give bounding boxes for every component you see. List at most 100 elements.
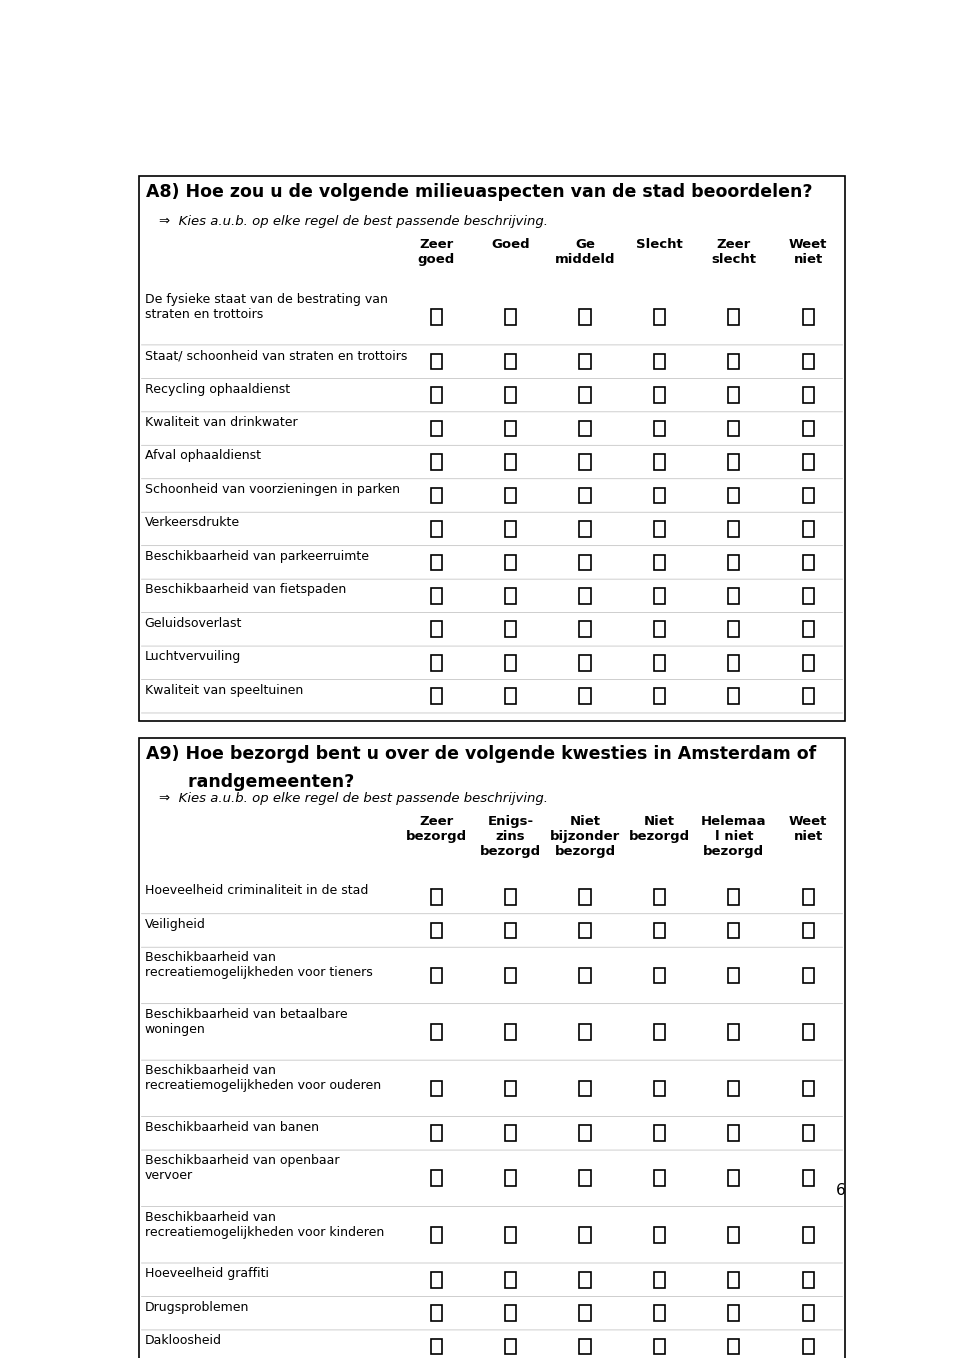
Text: Ge
middeld: Ge middeld: [555, 238, 615, 266]
Bar: [654, 1024, 665, 1040]
Bar: [580, 655, 590, 671]
Bar: [138, 175, 846, 721]
Bar: [505, 1305, 516, 1321]
Bar: [431, 308, 442, 325]
Text: Beschikbaarheid van parkeerruimte: Beschikbaarheid van parkeerruimte: [145, 550, 369, 562]
Text: Staat/ schoonheid van straten en trottoirs: Staat/ schoonheid van straten en trottoi…: [145, 349, 407, 363]
Bar: [803, 655, 814, 671]
Text: Slecht: Slecht: [636, 238, 683, 251]
Text: Niet
bijzonder
bezorgd: Niet bijzonder bezorgd: [550, 815, 620, 858]
Bar: [803, 554, 814, 570]
Bar: [580, 308, 590, 325]
Text: Zeer
goed: Zeer goed: [418, 238, 455, 266]
Bar: [580, 1339, 590, 1354]
Bar: [431, 588, 442, 604]
Bar: [580, 354, 590, 369]
Bar: [654, 308, 665, 325]
Bar: [654, 1081, 665, 1096]
Bar: [729, 1171, 739, 1186]
Bar: [431, 622, 442, 637]
Bar: [505, 622, 516, 637]
Text: Weet
niet: Weet niet: [789, 238, 828, 266]
Text: Goed: Goed: [492, 238, 530, 251]
Bar: [580, 689, 590, 703]
Bar: [505, 354, 516, 369]
Bar: [654, 689, 665, 703]
Text: A9) Hoe bezorgd bent u over de volgende kwesties in Amsterdam of: A9) Hoe bezorgd bent u over de volgende …: [146, 746, 816, 763]
Bar: [654, 1126, 665, 1141]
Bar: [431, 1081, 442, 1096]
Bar: [431, 521, 442, 536]
Text: Beschikbaarheid van
recreatiemogelijkheden voor tieners: Beschikbaarheid van recreatiemogelijkhed…: [145, 952, 372, 979]
Text: Beschikbaarheid van betaalbare
woningen: Beschikbaarheid van betaalbare woningen: [145, 1008, 348, 1036]
Bar: [505, 1171, 516, 1186]
Bar: [431, 655, 442, 671]
Bar: [729, 622, 739, 637]
Bar: [505, 387, 516, 403]
Bar: [803, 889, 814, 904]
Bar: [431, 922, 442, 938]
Bar: [803, 354, 814, 369]
Bar: [505, 889, 516, 904]
Bar: [654, 554, 665, 570]
Bar: [580, 1226, 590, 1243]
Bar: [431, 889, 442, 904]
Text: Beschikbaarheid van
recreatiemogelijkheden voor ouderen: Beschikbaarheid van recreatiemogelijkhed…: [145, 1065, 381, 1092]
Bar: [431, 968, 442, 983]
Bar: [729, 521, 739, 536]
Bar: [729, 968, 739, 983]
Text: randgemeenten?: randgemeenten?: [146, 773, 354, 790]
Bar: [803, 968, 814, 983]
Text: Niet
bezorgd: Niet bezorgd: [629, 815, 690, 843]
Bar: [729, 1272, 739, 1287]
Bar: [580, 588, 590, 604]
Text: Beschikbaarheid van openbaar
vervoer: Beschikbaarheid van openbaar vervoer: [145, 1154, 339, 1183]
Bar: [803, 622, 814, 637]
Text: Zeer
slecht: Zeer slecht: [711, 238, 756, 266]
Bar: [729, 488, 739, 504]
Bar: [505, 454, 516, 470]
Bar: [803, 488, 814, 504]
Text: Helemaa
l niet
bezorgd: Helemaa l niet bezorgd: [701, 815, 766, 858]
Bar: [654, 922, 665, 938]
Bar: [803, 1024, 814, 1040]
Bar: [654, 968, 665, 983]
Bar: [729, 1081, 739, 1096]
Bar: [580, 454, 590, 470]
Bar: [654, 421, 665, 436]
Bar: [505, 554, 516, 570]
Bar: [505, 655, 516, 671]
Bar: [654, 1226, 665, 1243]
Bar: [729, 655, 739, 671]
Text: ⇒  Kies a.u.b. op elke regel de best passende beschrijving.: ⇒ Kies a.u.b. op elke regel de best pass…: [159, 793, 548, 805]
Bar: [729, 689, 739, 703]
Text: Verkeersdrukte: Verkeersdrukte: [145, 516, 240, 530]
Bar: [654, 387, 665, 403]
Bar: [729, 421, 739, 436]
Bar: [505, 1339, 516, 1354]
Text: Drugsproblemen: Drugsproblemen: [145, 1301, 249, 1313]
Bar: [505, 1226, 516, 1243]
Bar: [729, 922, 739, 938]
Bar: [580, 1305, 590, 1321]
Bar: [654, 1339, 665, 1354]
Bar: [138, 739, 846, 1358]
Bar: [803, 1171, 814, 1186]
Bar: [654, 588, 665, 604]
Bar: [803, 922, 814, 938]
Bar: [505, 488, 516, 504]
Bar: [803, 1081, 814, 1096]
Bar: [580, 922, 590, 938]
Bar: [431, 354, 442, 369]
Bar: [729, 454, 739, 470]
Bar: [431, 421, 442, 436]
Bar: [729, 387, 739, 403]
Bar: [803, 308, 814, 325]
Text: Veiligheid: Veiligheid: [145, 918, 205, 932]
Bar: [580, 1272, 590, 1287]
Text: Zeer
bezorgd: Zeer bezorgd: [406, 815, 467, 843]
Text: Luchtvervuiling: Luchtvervuiling: [145, 650, 241, 663]
Bar: [431, 1126, 442, 1141]
Bar: [654, 1171, 665, 1186]
Bar: [505, 421, 516, 436]
